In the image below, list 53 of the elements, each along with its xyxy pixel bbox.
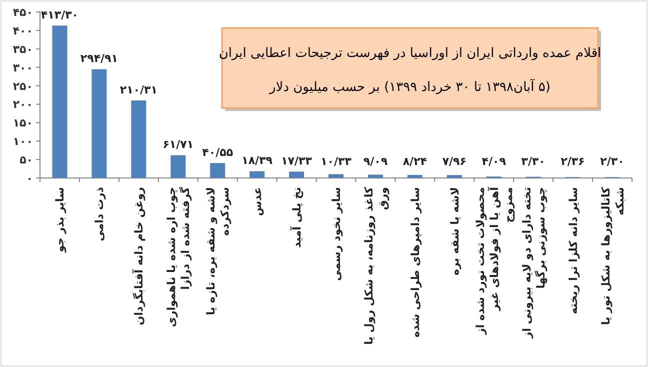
x-tick-label: محصولات تخت نورد شده از آهن یا از فولادهای غیر ممزوج (474, 186, 515, 336)
data-label: ۸/۲۴ (402, 155, 428, 168)
y-tick-label: ۱۰۰ (12, 135, 33, 148)
x-tick-label: ذرت دامی (93, 186, 106, 242)
x-tick-label: سایر دانه کلزا ترا ریخته (566, 187, 580, 314)
data-label: ۲۹۴/۹۱ (80, 52, 118, 66)
y-tick-label: ۲۰۰ (12, 98, 33, 112)
y-tick-label: ۴۵۰ (12, 6, 33, 19)
data-label: ۲/۳۶ (560, 155, 585, 168)
x-tick-label: لاشه و شقه بره، تازه یا سردکرده (204, 187, 232, 316)
data-label: ۴۰/۵۵ (202, 146, 234, 160)
x-tick-label: روغن خام دانه آفتابگردان (132, 187, 146, 326)
data-label: ۳/۳۰ (521, 155, 546, 168)
x-tick-label: چوب اره شده یا ناهمواری گرفته شده از درازا (165, 186, 192, 328)
text: اقلام عمده وارداتی ایران از اوراسیا در فهرست ترجیحات اعطایی ایران (218, 46, 602, 61)
x-tick-label: سایر نخود رسمی (330, 187, 343, 281)
data-label: ۷/۹۶ (442, 155, 466, 168)
x-tick-label: نخ پلی آمید (290, 187, 304, 248)
x-tick-label: سایر بذر جو (54, 187, 67, 254)
data-label: ۶۱/۷۱ (162, 138, 194, 152)
bar (446, 175, 462, 178)
data-label: ۱۷/۳۳ (281, 154, 312, 168)
y-tick-label: ۳۵۰ (12, 42, 33, 56)
bar (52, 26, 68, 178)
bar (328, 174, 344, 178)
data-label: ۱۸/۳۹ (242, 154, 273, 168)
bar (170, 155, 186, 178)
data-label: ۲/۳۰ (600, 155, 624, 168)
y-tick-label: ۲۵۰ (12, 80, 33, 93)
x-tick-label: عدس (251, 187, 264, 216)
y-tick-label: ۰ (26, 172, 33, 185)
x-tick-label: سایر دامپرهای طراحی شده (408, 187, 422, 338)
x-tick-label: کاتالیزورها به شکل تور یا شبکه (599, 186, 626, 325)
bar (92, 69, 107, 178)
bar (289, 172, 304, 178)
x-tick-label: کاغذ روزنامه، به شکل رول یا ورق (362, 186, 390, 345)
bar (131, 100, 146, 178)
bar (407, 174, 422, 178)
data-label: ۴/۰۹ (482, 155, 506, 168)
bar (368, 174, 383, 178)
y-tick-label: ۴۰۰ (12, 24, 33, 38)
y-tick-label: ۳۰۰ (12, 61, 33, 74)
y-tick-label: ۱۵۰ (12, 116, 33, 130)
x-tick-label: لاشه یا شقه بره (448, 187, 462, 276)
data-label: ۱۰/۳۳ (320, 155, 352, 168)
data-label: ۴۱۳/۳۰ (40, 8, 79, 22)
text: (۵ آبان۱۳۹۸ تا ۳۰ خرداد ۱۳۹۹) بر حسب میلیون دلار (268, 78, 550, 95)
x-tick-label: تخته دارای دو لایه بیرونی از چوب سوزنی برگها (520, 187, 548, 340)
bar (210, 163, 226, 178)
y-tick-label: ۵۰ (20, 154, 33, 167)
data-label: ۲۱۰/۳۱ (120, 83, 158, 96)
data-label: ۹/۰۹ (363, 155, 388, 168)
bar (250, 171, 265, 178)
